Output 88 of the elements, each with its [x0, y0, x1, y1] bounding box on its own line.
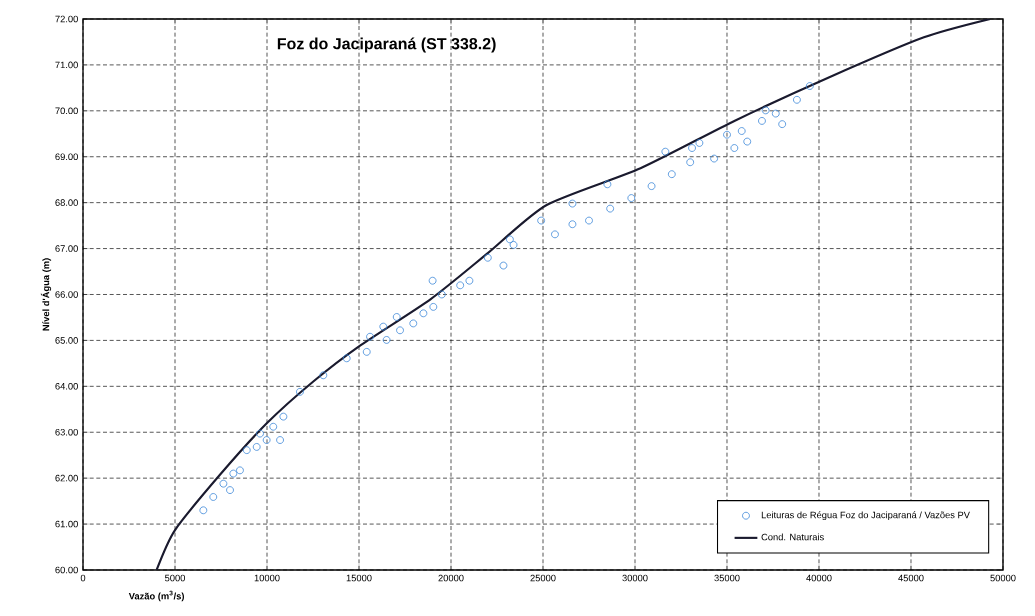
point — [209, 493, 218, 501]
text: Foz do Jaciparaná (ST 338.2) — [277, 37, 496, 53]
x-axis-title: Vazão (m$^{3}$/s) — [128, 590, 184, 602]
x-tick-label: 50000 — [990, 574, 1016, 582]
point — [695, 139, 704, 147]
y-tick-label: 63.00 — [55, 428, 78, 436]
point — [437, 290, 446, 299]
point — [723, 130, 731, 139]
point — [499, 261, 508, 270]
x-tick-label: 20000 — [438, 574, 464, 582]
point — [226, 486, 234, 494]
point — [269, 422, 278, 431]
legend-label: Leituras de Régua Foz do Jaciparaná / Vazões PV — [761, 511, 970, 521]
point — [506, 235, 514, 244]
point — [509, 241, 518, 249]
point — [428, 276, 437, 285]
point — [392, 313, 401, 321]
point — [296, 387, 304, 396]
point — [379, 322, 388, 331]
y-tick-label: 68.00 — [55, 199, 78, 206]
y-tick-label: 60.00 — [55, 566, 78, 574]
x-tick-label: 35000 — [714, 574, 740, 582]
x-tick-label: 0 — [80, 574, 86, 582]
y-tick-label: 61.00 — [55, 520, 78, 528]
point — [219, 479, 228, 488]
x-tick-label: 40000 — [806, 574, 832, 582]
point — [199, 506, 208, 515]
point — [465, 276, 474, 285]
point — [429, 303, 438, 311]
point — [805, 82, 814, 90]
point — [761, 106, 770, 115]
x-tick-label: 5000 — [165, 574, 186, 582]
point — [262, 436, 271, 444]
point — [396, 326, 404, 335]
point — [568, 220, 577, 229]
point — [252, 443, 261, 451]
point — [551, 230, 559, 239]
point — [585, 216, 593, 225]
x-tick-label: 25000 — [530, 574, 556, 582]
y-tick-label: 70.00 — [55, 107, 78, 115]
point — [743, 137, 752, 146]
point — [737, 127, 746, 135]
point — [603, 180, 612, 189]
point — [483, 253, 492, 262]
point — [382, 336, 391, 344]
x-tick-label: 30000 — [622, 574, 648, 582]
point — [688, 144, 696, 152]
x-tick-label: 10000 — [254, 574, 280, 582]
point — [647, 182, 656, 190]
point — [366, 332, 374, 341]
y-tick-label: 72.00 — [55, 15, 78, 23]
y-tick-label: 67.00 — [55, 245, 78, 252]
y-axis-title: Nível d'Água (m) — [40, 258, 52, 331]
y-tick-label: 69.00 — [55, 153, 78, 161]
y-tick-label: 62.00 — [55, 474, 78, 482]
point — [771, 109, 780, 118]
point — [419, 309, 428, 318]
point — [661, 147, 670, 156]
point — [229, 469, 238, 478]
point — [627, 194, 636, 202]
point — [568, 199, 577, 208]
point — [319, 371, 328, 380]
point — [456, 281, 465, 290]
x-tick-label: 45000 — [898, 574, 924, 582]
point — [236, 466, 244, 475]
y-tick-label: 64.00 — [55, 383, 78, 390]
line-series — [155, 18, 992, 570]
point — [758, 117, 766, 125]
y-tick-label: 71.00 — [55, 61, 78, 69]
y-tick-label: 66.00 — [55, 291, 78, 298]
point — [710, 154, 718, 163]
point — [342, 354, 351, 363]
point — [279, 412, 288, 421]
point — [276, 436, 284, 444]
point — [409, 319, 418, 328]
point — [686, 158, 695, 167]
point — [667, 170, 676, 179]
point — [537, 216, 546, 225]
point — [256, 429, 264, 438]
point — [730, 144, 739, 152]
point — [606, 204, 615, 213]
point — [778, 120, 787, 128]
y-tick-label: 65.00 — [55, 337, 78, 344]
point — [362, 348, 371, 356]
x-tick-label: 15000 — [346, 574, 372, 582]
legend-label: Cond. Naturais — [761, 533, 824, 541]
point — [793, 95, 801, 104]
point — [242, 446, 251, 455]
